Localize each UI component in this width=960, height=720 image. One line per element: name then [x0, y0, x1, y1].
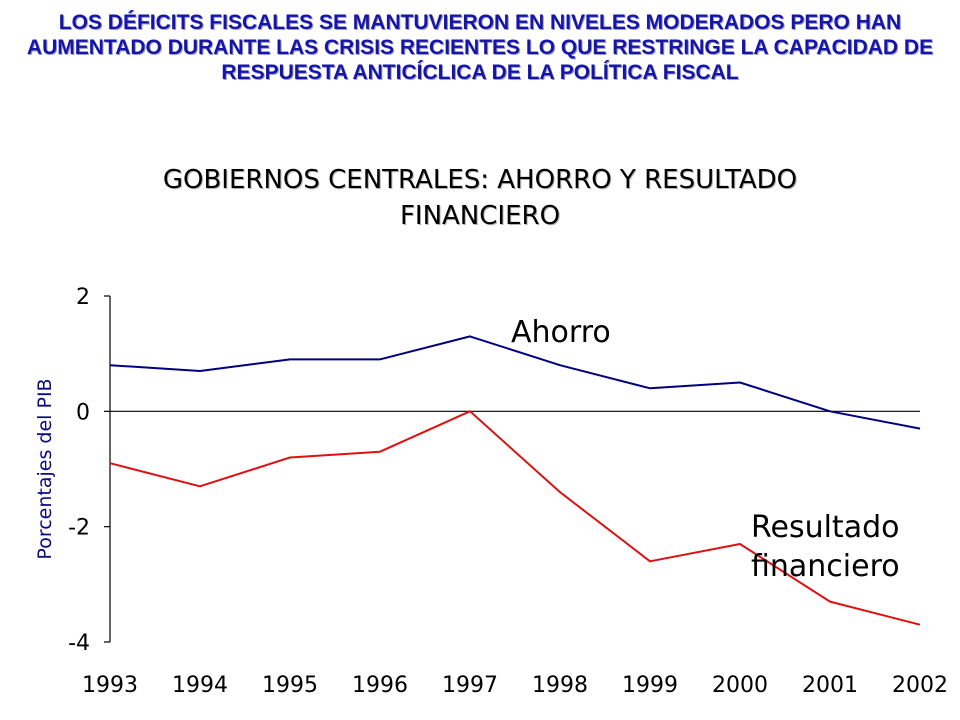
y-tick-label: 2 — [76, 285, 90, 310]
series-line-resultado-financiero — [109, 410, 921, 626]
x-tick-label: 2000 — [712, 673, 768, 698]
x-tick-label: 2001 — [802, 673, 858, 698]
series-label-ahorro: Ahorro — [511, 315, 611, 350]
chart-series — [109, 335, 921, 626]
y-tick-label: 0 — [76, 400, 90, 425]
slide-headline: LOS DÉFICITS FISCALES SE MANTUVIERON EN … — [26, 11, 934, 84]
series-label-financiero: financiero — [751, 549, 900, 584]
series-line-ahorro — [109, 335, 921, 430]
chart-axes — [109, 296, 920, 642]
y-axis-label: Porcentajes del PIB — [34, 378, 56, 559]
chart-labels: Porcentajes del PIB Ahorro Resultado fin… — [34, 315, 900, 584]
x-tick-label: 1997 — [442, 673, 498, 698]
y-tick-label: -2 — [68, 516, 90, 541]
chart-ticks: 2 0 -2 -4 1993 1994 1995 1996 1997 1998 1999 2000 20… — [68, 285, 948, 698]
x-tick-label: 1993 — [82, 673, 138, 698]
x-tick-label: 2002 — [892, 673, 948, 698]
y-tick-label: -4 — [68, 631, 90, 656]
x-tick-label: 1996 — [352, 673, 408, 698]
x-tick-label: 1999 — [622, 673, 678, 698]
series-label-resultado: Resultado — [751, 510, 899, 545]
x-tick-label: 1998 — [532, 673, 588, 698]
x-tick-label: 1995 — [262, 673, 318, 698]
x-tick-label: 1994 — [172, 673, 228, 698]
chart-title: GOBIERNOS CENTRALES: AHORRO Y RESULTADO … — [162, 165, 798, 231]
